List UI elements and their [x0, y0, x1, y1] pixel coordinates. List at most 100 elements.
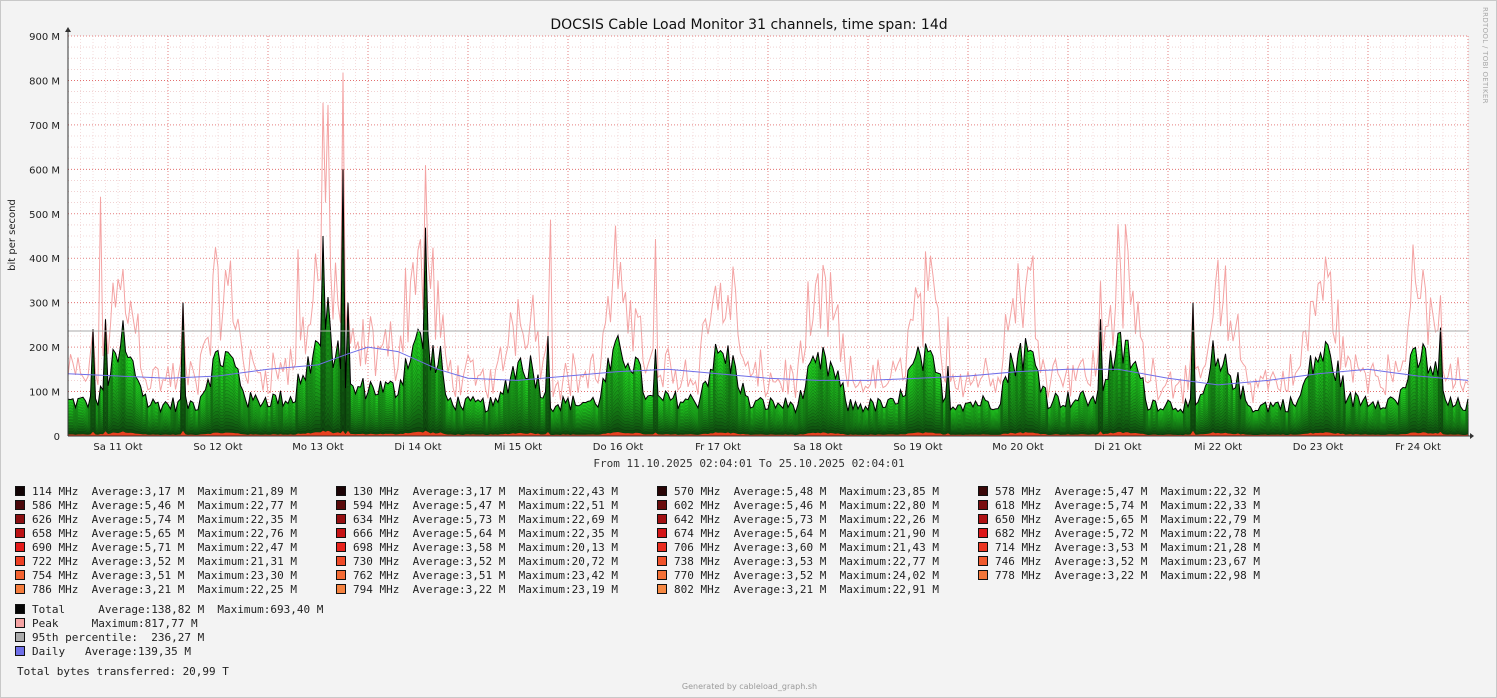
legend-frequency: 714 MHz: [995, 541, 1042, 554]
x-tick-label: Mo 20 Okt: [992, 442, 1043, 453]
legend-frequency: 674 MHz: [674, 527, 721, 540]
legend-entry: 658 MHz Average:5,65 M Maximum:22,76 M: [15, 527, 297, 541]
legend-entry: 778 MHz Average:3,22 M Maximum:22,98 M: [978, 569, 1260, 583]
legend-entry: 698 MHz Average:3,58 M Maximum:20,13 M: [336, 541, 618, 555]
legend-entry: 706 MHz Average:3,60 M Maximum:21,43 M: [657, 541, 939, 555]
legend-maximum-value: 21,31 M: [250, 555, 297, 568]
legend-entry: 642 MHz Average:5,73 M Maximum:22,26 M: [657, 513, 939, 527]
legend-average-label: Average:: [399, 527, 466, 540]
legend-average-label: Average:: [720, 583, 787, 596]
x-tick-label: Fr 17 Okt: [695, 442, 741, 453]
legend-maximum-value: 20,72 M: [571, 555, 618, 568]
legend-entry: 786 MHz Average:3,21 M Maximum:22,25 M: [15, 583, 297, 597]
legend-maximum-value: 22,33 M: [1213, 499, 1260, 512]
legend-entry: 618 MHz Average:5,74 M Maximum:22,33 M: [978, 499, 1260, 513]
legend-maximum-value: 22,79 M: [1213, 513, 1260, 526]
legend-maximum-label: Maximum:: [1147, 569, 1214, 582]
legend-average-value: 3,58 M: [465, 541, 506, 554]
legend-entry: 626 MHz Average:5,74 M Maximum:22,35 M: [15, 513, 297, 527]
legend-swatch: [657, 584, 667, 594]
summary-entry: Peak Maximum:817,77 M: [15, 617, 323, 631]
legend-swatch: [15, 632, 25, 642]
legend-swatch: [978, 542, 988, 552]
y-tick-label: 700 M: [29, 121, 60, 132]
legend-swatch: [657, 556, 667, 566]
legend-average-value: 3,52 M: [1107, 555, 1148, 568]
summary-text: 95th percentile: 236,27 M: [32, 631, 205, 644]
y-tick-label: 900 M: [29, 32, 60, 43]
legend-entry: 114 MHz Average:3,17 M Maximum:21,89 M: [15, 485, 297, 499]
legend-maximum-value: 22,35 M: [571, 527, 618, 540]
legend-entry: 682 MHz Average:5,72 M Maximum:22,78 M: [978, 527, 1260, 541]
legend-swatch: [15, 618, 25, 628]
legend-maximum-label: Maximum:: [184, 555, 251, 568]
legend-maximum-label: Maximum:: [1147, 541, 1214, 554]
legend-maximum-value: 21,43 M: [892, 541, 939, 554]
peak-line: [67, 72, 1469, 404]
summary-entry: 95th percentile: 236,27 M: [15, 631, 323, 645]
legend-average-label: Average:: [720, 555, 787, 568]
legend-entry: 738 MHz Average:3,53 M Maximum:22,77 M: [657, 555, 939, 569]
legend-swatch: [657, 500, 667, 510]
legend-average-value: 5,73 M: [465, 513, 506, 526]
legend-maximum-value: 23,42 M: [571, 569, 618, 582]
legend-maximum-value: 22,35 M: [250, 513, 297, 526]
legend-swatch: [978, 500, 988, 510]
legend-entry: 650 MHz Average:5,65 M Maximum:22,79 M: [978, 513, 1260, 527]
legend-entry: 770 MHz Average:3,52 M Maximum:24,02 M: [657, 569, 939, 583]
legend-swatch: [15, 528, 25, 538]
legend-swatch: [15, 514, 25, 524]
load-chart: DOCSIS Cable Load Monitor 31 channels, t…: [7, 17, 1474, 470]
legend-maximum-label: Maximum:: [505, 541, 572, 554]
legend-average-value: 3,21 M: [144, 583, 185, 596]
legend-average-label: Average:: [720, 541, 787, 554]
legend-average-label: Average:: [720, 485, 787, 498]
legend-average-label: Average:: [78, 555, 145, 568]
legend-average-label: Average:: [720, 499, 787, 512]
legend-entry: 722 MHz Average:3,52 M Maximum:21,31 M: [15, 555, 297, 569]
legend-maximum-value: 23,19 M: [571, 583, 618, 596]
summary-text: Total Average:138,82 M Maximum:693,40 M: [32, 603, 324, 616]
legend-maximum-label: Maximum:: [826, 569, 893, 582]
legend-average-label: Average:: [1041, 555, 1108, 568]
y-tick-label: 200 M: [29, 343, 60, 354]
y-tick-label: 400 M: [29, 254, 60, 265]
legend-maximum-label: Maximum:: [1147, 499, 1214, 512]
legend-maximum-label: Maximum:: [1147, 513, 1214, 526]
legend-frequency: 786 MHz: [32, 583, 79, 596]
legend-maximum-label: Maximum:: [826, 499, 893, 512]
legend-swatch: [657, 514, 667, 524]
legend-average-value: 3,22 M: [1107, 569, 1148, 582]
x-tick-label: Fr 24 Okt: [1395, 442, 1441, 453]
legend-maximum-value: 22,98 M: [1213, 569, 1260, 582]
legend-maximum-label: Maximum:: [1147, 485, 1214, 498]
legend-average-value: 3,53 M: [786, 555, 827, 568]
generated-by-footer: Generated by cableload_graph.sh: [681, 682, 818, 691]
legend-maximum-label: Maximum:: [184, 527, 251, 540]
legend-average-label: Average:: [399, 555, 466, 568]
legend-frequency: 578 MHz: [995, 485, 1042, 498]
chart-title: DOCSIS Cable Load Monitor 31 channels, t…: [550, 17, 947, 33]
legend-maximum-label: Maximum:: [505, 583, 572, 596]
legend-swatch: [978, 556, 988, 566]
legend-frequency: 618 MHz: [995, 499, 1042, 512]
legend-swatch: [336, 542, 346, 552]
legend-swatch: [657, 486, 667, 496]
legend-maximum-label: Maximum:: [184, 569, 251, 582]
legend-entry: 570 MHz Average:5,48 M Maximum:23,85 M: [657, 485, 939, 499]
axes: [65, 27, 1474, 439]
legend-swatch: [657, 542, 667, 552]
x-tick-label: Do 23 Okt: [1293, 442, 1344, 453]
legend-entry: 762 MHz Average:3,51 M Maximum:23,42 M: [336, 569, 618, 583]
legend-maximum-label: Maximum:: [184, 583, 251, 596]
legend-average-value: 3,51 M: [144, 569, 185, 582]
legend-average-value: 5,64 M: [786, 527, 827, 540]
legend-frequency: 130 MHz: [353, 485, 400, 498]
legend-entry: 754 MHz Average:3,51 M Maximum:23,30 M: [15, 569, 297, 583]
legend-frequency: 634 MHz: [353, 513, 400, 526]
legend-maximum-label: Maximum:: [826, 555, 893, 568]
legend-frequency: 658 MHz: [32, 527, 79, 540]
legend-frequency: 778 MHz: [995, 569, 1042, 582]
